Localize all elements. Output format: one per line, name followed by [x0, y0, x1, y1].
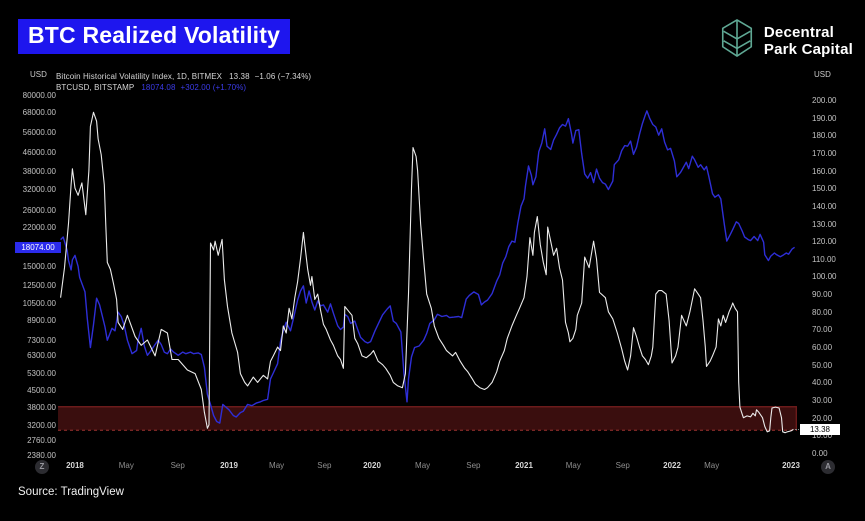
right-axis-tick: 60.00: [812, 343, 833, 353]
exchange-badge-a[interactable]: A: [821, 460, 835, 474]
x-axis-label-may: May: [415, 461, 431, 470]
brand-name-line2: Park Capital: [763, 40, 853, 58]
right-axis-tick: 140.00: [812, 201, 837, 211]
x-axis-label-sep: Sep: [466, 461, 481, 470]
right-axis-tick: 180.00: [812, 131, 837, 141]
right-axis-tick: 70.00: [812, 325, 833, 335]
x-axis-label-sep: Sep: [317, 461, 332, 470]
x-axis-label-sep: Sep: [615, 461, 630, 470]
right-axis-unit: USD: [814, 70, 831, 79]
right-axis-tick: 50.00: [812, 360, 833, 370]
left-axis-tick: 4500.00: [27, 385, 56, 395]
brand-logo: Decentral Park Capital: [718, 18, 853, 63]
right-axis-tick: 130.00: [812, 219, 837, 229]
x-axis-label-may: May: [565, 461, 581, 470]
left-axis-tick: 22000.00: [22, 223, 56, 233]
left-axis-tick: 2760.00: [27, 435, 56, 445]
x-axis-label-may: May: [118, 461, 134, 470]
right-axis-tick: 30.00: [812, 396, 833, 406]
volatility-index-line: [60, 111, 794, 434]
left-axis-tick: 56000.00: [22, 127, 56, 137]
left-axis-tick: 46000.00: [22, 147, 56, 157]
legend-volatility-value: 13.38: [229, 72, 250, 81]
left-axis-tick: 68000.00: [22, 107, 56, 117]
left-axis-tick: 2380.00: [27, 450, 56, 460]
volatility-last-value-label: 13.38: [800, 423, 840, 435]
price-last-value-label: 18074.00: [15, 241, 61, 253]
x-axis-label-may: May: [269, 461, 285, 470]
right-axis-tick: 10.00: [812, 431, 833, 441]
legend-price-change: +302.00 (+1.70%): [180, 83, 247, 92]
x-axis-label-2021: 2021: [515, 461, 533, 470]
left-axis-tick: 15000.00: [22, 262, 56, 272]
left-axis-tick: 5300.00: [27, 368, 56, 378]
source-attribution: Source: TradingView: [18, 486, 124, 498]
legend-price-series[interactable]: BTCUSD, BITSTAMP 18074.08 +302.00 (+1.70%): [56, 83, 246, 92]
legend-price-name: BTCUSD, BITSTAMP: [56, 83, 135, 92]
x-axis-label-2018: 2018: [66, 461, 84, 470]
exchange-badge-z[interactable]: Z: [35, 460, 49, 474]
x-axis-label-2023: 2023: [782, 461, 800, 470]
right-axis-tick: 40.00: [812, 378, 833, 388]
left-axis-tick: 12500.00: [22, 281, 56, 291]
right-axis-tick: 100.00: [812, 272, 837, 282]
brand-name: Decentral Park Capital: [764, 24, 853, 58]
left-axis-tick: 80000.00: [22, 90, 56, 100]
right-axis-tick: 80.00: [812, 307, 833, 317]
right-axis-tick: 160.00: [812, 166, 837, 176]
left-axis-tick: 10500.00: [22, 298, 56, 308]
page-title: BTC Realized Volatility: [18, 19, 291, 54]
right-axis-tick: 0.00: [812, 449, 828, 458]
x-axis-label-may: May: [704, 461, 720, 470]
x-axis-label-2020: 2020: [363, 461, 381, 470]
right-axis-tick: 110.00: [812, 254, 836, 264]
chart-plot-area[interactable]: [58, 85, 797, 455]
decentral-park-logo-icon: [718, 18, 756, 63]
legend-volatility-change: −1.06 (−7.34%): [254, 72, 312, 81]
support-zone-rectangle: [58, 406, 797, 431]
left-axis-unit: USD: [30, 70, 47, 79]
left-axis-tick: 7300.00: [27, 336, 56, 346]
legend-volatility-series[interactable]: Bitcoin Historical Volatility Index, 1D,…: [56, 72, 311, 81]
right-axis-tick: 190.00: [812, 113, 837, 123]
x-axis-label-2019: 2019: [220, 461, 238, 470]
x-axis-label-sep: Sep: [170, 461, 185, 470]
right-axis-tick: 120.00: [812, 237, 837, 247]
legend-price-value: 18074.08: [141, 83, 176, 92]
left-axis-tick: 26000.00: [22, 206, 56, 216]
left-axis-tick: 38000.00: [22, 167, 56, 177]
right-axis-tick: 200.00: [812, 95, 837, 105]
x-axis-label-2022: 2022: [663, 461, 681, 470]
left-axis-tick: 6300.00: [27, 351, 56, 361]
legend-volatility-name: Bitcoin Historical Volatility Index, 1D,…: [56, 72, 223, 81]
left-axis-tick: 3200.00: [27, 420, 56, 430]
btcusd-price-line: [60, 110, 795, 424]
right-axis-tick: 170.00: [812, 148, 837, 158]
price-volatility-chart[interactable]: [58, 85, 797, 455]
brand-name-line1: Decentral: [763, 23, 835, 41]
left-axis-tick: 32000.00: [22, 184, 56, 194]
right-axis-tick: 90.00: [812, 290, 833, 300]
left-axis-tick: 8900.00: [27, 315, 56, 325]
right-axis-tick: 20.00: [812, 413, 833, 423]
right-axis-tick: 150.00: [812, 184, 837, 194]
left-axis-tick: 3800.00: [27, 403, 56, 413]
